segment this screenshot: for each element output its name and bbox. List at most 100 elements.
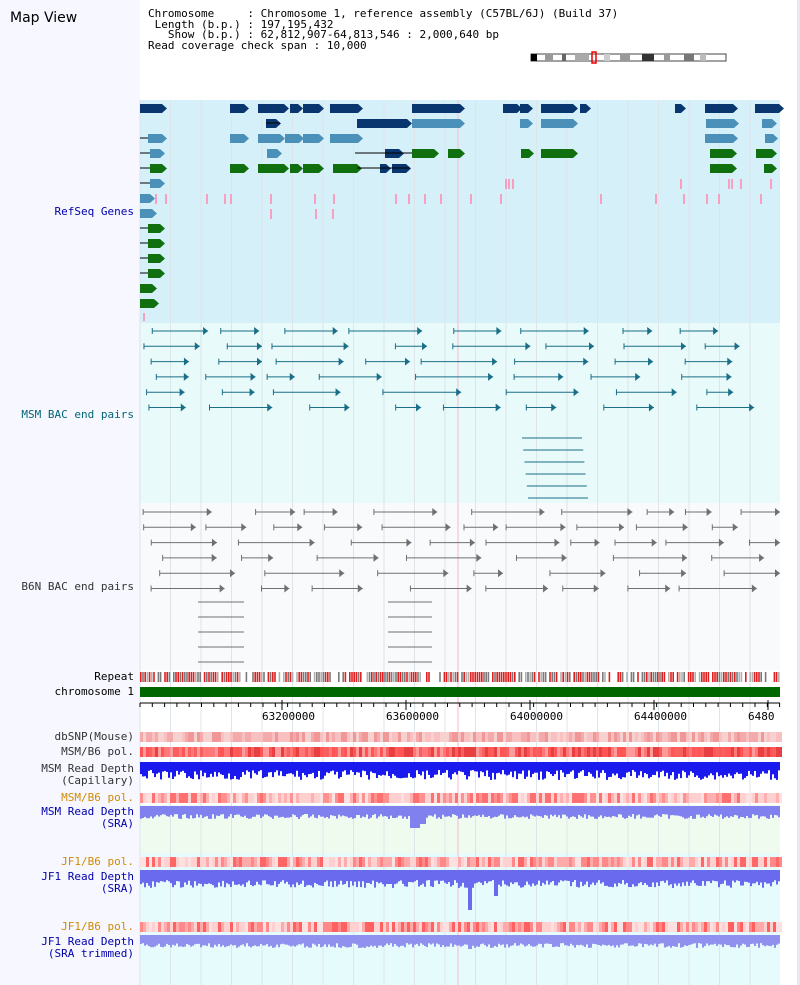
msm-pol-strip bbox=[374, 747, 377, 757]
jf1-pol-trimmed-strip bbox=[263, 922, 266, 932]
msm-depth-capillary-bar bbox=[356, 762, 358, 773]
track-label-jf1-pol-trimmed[interactable]: JF1/B6 pol. bbox=[61, 920, 134, 933]
msm-depth-capillary-bar bbox=[626, 762, 628, 773]
msm-depth-sra-bar bbox=[768, 806, 770, 819]
jf1-depth-sra-bar bbox=[668, 870, 670, 886]
repeat-mark bbox=[764, 672, 767, 682]
jf1-depth-trimmed-bar bbox=[454, 935, 456, 945]
msm-pol-sra-strip bbox=[725, 793, 728, 803]
repeat-mark bbox=[597, 672, 600, 682]
jf1-depth-trimmed-bar bbox=[488, 935, 490, 945]
jf1-pol-trimmed-strip bbox=[524, 922, 527, 932]
msm-depth-capillary-bar bbox=[654, 762, 656, 776]
jf1-pol-strip bbox=[740, 857, 743, 867]
jf1-depth-sra-bar bbox=[160, 870, 162, 882]
dbsnp-strip bbox=[182, 732, 185, 742]
msm-depth-sra-bar bbox=[674, 806, 676, 816]
jf1-depth-sra-bar bbox=[712, 870, 714, 881]
jf1-depth-trimmed-bar bbox=[742, 935, 744, 944]
msm-pol-sra-strip bbox=[383, 793, 386, 803]
msm-depth-capillary-bar bbox=[646, 762, 648, 775]
msm-depth-capillary-bar bbox=[200, 762, 202, 771]
msm-depth-sra-bar bbox=[184, 806, 186, 815]
msm-pol-strip bbox=[566, 747, 569, 757]
jf1-depth-sra-bar bbox=[318, 870, 320, 886]
repeat-mark bbox=[210, 672, 212, 682]
jf1-depth-trimmed-bar bbox=[484, 935, 486, 946]
jf1-pol-strip bbox=[518, 857, 521, 867]
msm-depth-sra-bar bbox=[196, 806, 198, 815]
msm-depth-capillary-bar bbox=[476, 762, 478, 772]
gene-arrow bbox=[160, 269, 165, 278]
msm-pol-sra-strip bbox=[398, 793, 401, 803]
jf1-pol-strip bbox=[569, 857, 572, 867]
msm-depth-capillary-bar bbox=[290, 762, 292, 774]
jf1-depth-sra-bar bbox=[366, 870, 368, 883]
jf1-depth-trimmed-bar bbox=[736, 935, 738, 945]
jf1-depth-trimmed-bar bbox=[610, 935, 612, 947]
msm-pol-sra-strip bbox=[284, 793, 287, 803]
jf1-depth-trimmed-bar bbox=[236, 935, 238, 948]
msm-depth-capillary-bar bbox=[180, 762, 182, 772]
dbsnp-strip bbox=[677, 732, 680, 742]
jf1-pol-trimmed-strip bbox=[158, 922, 161, 932]
jf1-pol-strip bbox=[419, 857, 422, 867]
repeat-mark bbox=[456, 672, 459, 682]
msm-depth-capillary-bar bbox=[638, 762, 640, 776]
ruler-tick-label: 63600000 bbox=[386, 710, 439, 723]
msm-depth-capillary-bar bbox=[382, 762, 384, 775]
msm-depth-sra-bar bbox=[312, 806, 314, 815]
repeat-mark bbox=[228, 672, 230, 682]
jf1-pol-trimmed-strip bbox=[551, 922, 554, 932]
dbsnp-strip bbox=[458, 732, 461, 742]
msm-depth-sra-bar bbox=[300, 806, 302, 817]
jf1-pol-strip bbox=[635, 857, 638, 867]
b6n-bac-pair-end bbox=[759, 553, 765, 562]
track-label-dbsnp[interactable]: dbSNP(Mouse) bbox=[54, 730, 134, 743]
jf1-pol-strip bbox=[245, 857, 248, 867]
jf1-pol-strip bbox=[452, 857, 455, 867]
track-label-msm-depth-sra[interactable]: MSM Read Depth (SRA) bbox=[41, 805, 134, 830]
track-label-jf1-depth-trimmed[interactable]: JF1 Read Depth (SRA trimmed) bbox=[41, 935, 134, 960]
msm-pol-sra-strip bbox=[239, 793, 242, 803]
msm-pol-strip bbox=[773, 747, 776, 757]
repeat-mark bbox=[324, 672, 327, 682]
msm-pol-strip bbox=[752, 747, 755, 757]
jf1-depth-trimmed-bar bbox=[530, 935, 532, 946]
track-label-jf1-depth-sra[interactable]: JF1 Read Depth (SRA) bbox=[41, 870, 134, 895]
msm-pol-sra-strip bbox=[608, 793, 611, 803]
jf1-pol-trimmed-strip bbox=[482, 922, 485, 932]
msm-pol-sra-strip bbox=[431, 793, 434, 803]
jf1-pol-strip bbox=[257, 857, 260, 867]
repeat-mark bbox=[401, 672, 404, 682]
msm-depth-capillary-bar bbox=[694, 762, 696, 778]
track-label-msm-bac[interactable]: MSM BAC end pairs bbox=[21, 408, 134, 421]
track-label-msm-pol-sra[interactable]: MSM/B6 pol. bbox=[61, 791, 134, 804]
jf1-pol-trimmed-strip bbox=[377, 922, 380, 932]
jf1-depth-trimmed-bar bbox=[472, 935, 474, 946]
jf1-depth-sra-bar bbox=[288, 870, 290, 885]
msm-depth-capillary-bar bbox=[564, 762, 566, 778]
msm-pol-strip bbox=[602, 747, 605, 757]
track-label-refseq[interactable]: RefSeq Genes bbox=[54, 205, 134, 218]
jf1-depth-sra-bar bbox=[566, 870, 568, 881]
dbsnp-strip bbox=[299, 732, 302, 742]
dbsnp-strip bbox=[743, 732, 746, 742]
jf1-pol-strip bbox=[329, 857, 332, 867]
repeat-mark bbox=[745, 672, 747, 682]
jf1-pol-trimmed-strip bbox=[281, 922, 284, 932]
msm-depth-capillary-bar bbox=[394, 762, 396, 776]
msm-bac-pair-end bbox=[573, 388, 579, 397]
track-label-jf1-pol[interactable]: JF1/B6 pol. bbox=[61, 855, 134, 868]
track-label-msm-depth-capillary[interactable]: MSM Read Depth (Capillary) bbox=[41, 762, 134, 787]
track-label-b6n-bac[interactable]: B6N BAC end pairs bbox=[21, 580, 134, 593]
jf1-depth-sra-bar bbox=[144, 870, 146, 888]
dbsnp-strip bbox=[455, 732, 458, 742]
jf1-depth-sra-bar bbox=[214, 870, 216, 888]
repeat-mark bbox=[168, 672, 171, 682]
msm-pol-sra-strip bbox=[335, 793, 338, 803]
jf1-depth-trimmed-bar bbox=[620, 935, 622, 945]
track-label-msm-pol[interactable]: MSM/B6 pol. bbox=[61, 745, 134, 758]
jf1-depth-trimmed-bar bbox=[748, 935, 750, 947]
